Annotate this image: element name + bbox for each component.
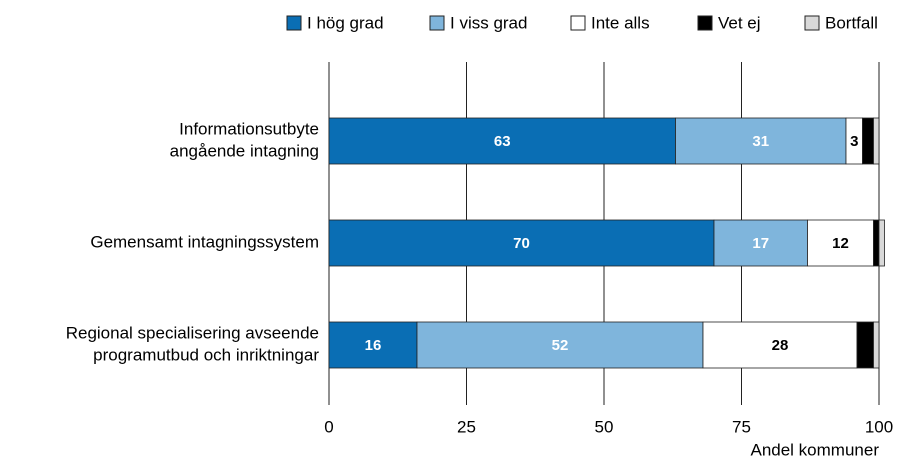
bar-segment [856,321,874,369]
data-label: 70 [513,235,530,252]
data-label: 52 [552,337,569,354]
bar-segment [416,321,704,369]
bar-segment [328,117,676,165]
legend-swatch [570,15,586,31]
x-tick-label: 75 [732,417,751,436]
x-tick-label: 50 [595,417,614,436]
bar-segment [328,321,418,369]
data-label: 12 [832,235,849,252]
x-axis-label: Andel kommuner [750,440,879,459]
bar-segment [873,117,880,165]
data-label: 3 [850,133,858,150]
x-tick-label: 0 [324,417,333,436]
legend-label: Bortfall [825,13,878,32]
bar-segment [873,321,880,369]
x-tick-label: 25 [457,417,476,436]
legend-label: Vet ej [718,13,761,32]
x-tick-label: 100 [865,417,893,436]
y-tick-label: programutbud och inriktningar [93,345,319,364]
bar-segment [675,117,847,165]
data-label: 16 [365,337,382,354]
legend-swatch [804,15,820,31]
bar-segment [878,219,885,267]
legend-label: I viss grad [450,13,527,32]
y-tick-label: Informationsutbyte [179,119,319,138]
bar-segment [328,219,715,267]
legend-swatch [697,15,713,31]
data-label: 31 [752,133,769,150]
bar-segment [702,321,858,369]
data-label: 63 [494,133,511,150]
bar-segment [873,219,880,267]
legend-swatch [286,15,302,31]
data-label: 28 [772,337,789,354]
y-tick-label: Regional specialisering avseende [66,323,319,342]
legend-swatch [429,15,445,31]
y-tick-label: Gemensamt intagningssystem [90,232,319,251]
y-tick-label: angående intagning [170,141,319,160]
bar-segment [862,117,874,165]
data-label: 17 [752,235,769,252]
legend-label: Inte alls [591,13,650,32]
legend-label: I hög grad [307,13,384,32]
